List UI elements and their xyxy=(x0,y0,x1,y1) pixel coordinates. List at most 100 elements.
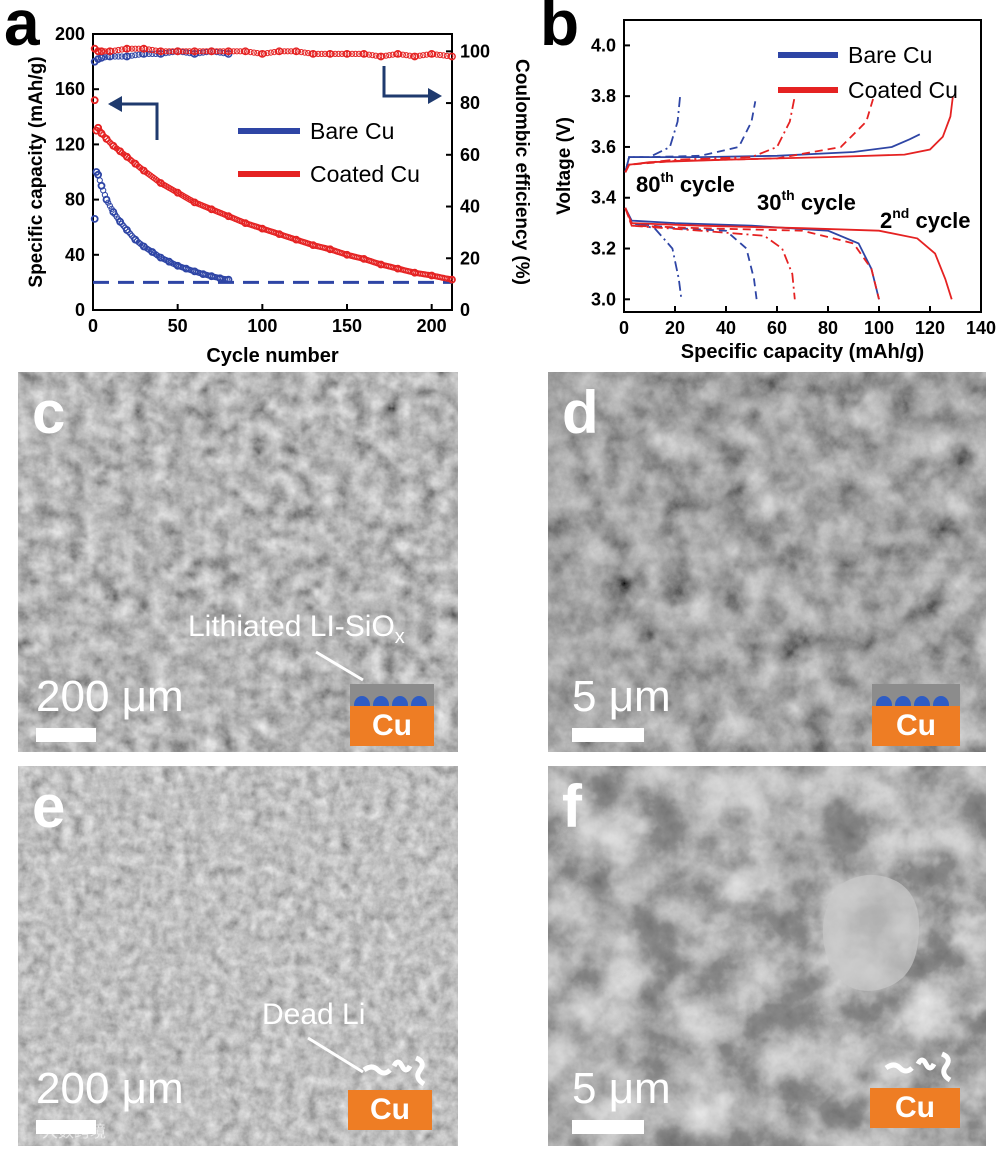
data-point-capacity-bare xyxy=(199,270,208,278)
data-point-capacity-coated xyxy=(258,224,267,233)
marker-efficiency-coated xyxy=(237,48,244,55)
scale-bar-d xyxy=(572,728,644,742)
lithiated-annotation: Lithiated LI-SiOx xyxy=(188,610,405,649)
cu-substrate-e: Cu xyxy=(348,1090,432,1130)
data-point-capacity-coated xyxy=(207,205,216,214)
data-point-efficiency-coated xyxy=(448,52,456,61)
y-tick-label-b: 3.2 xyxy=(591,239,616,259)
data-point-efficiency-coated xyxy=(97,47,106,56)
data-point-efficiency-coated xyxy=(292,47,301,56)
data-point-capacity-coated xyxy=(292,235,301,244)
cu-substrate-d: Cu xyxy=(872,706,960,746)
data-point-capacity-bare xyxy=(109,208,118,216)
arrow-right-axis xyxy=(382,66,430,98)
scale-label-c: 200 μm xyxy=(36,672,184,721)
data-point-efficiency-coated xyxy=(343,50,351,58)
cycle-annotation-30th: 30th cycle xyxy=(757,187,856,215)
lithiated-annotation-text: Lithiated LI-SiO xyxy=(188,610,395,643)
data-point-capacity-coated xyxy=(448,275,456,284)
y-tick-label-a: 40 xyxy=(65,245,85,265)
sem-panel-e: e Dead Li Cu 200 μm 大数跨境 xyxy=(18,766,458,1146)
marker-efficiency-coated xyxy=(284,48,291,55)
y-tick-label-a: 160 xyxy=(55,79,85,99)
marker-efficiency-coated xyxy=(115,46,122,54)
y2-tick-label-a: 0 xyxy=(460,300,470,320)
data-point-capacity-coated xyxy=(343,250,351,259)
data-point-capacity-coated xyxy=(116,147,125,156)
cycle-annotation-2nd: 2nd cycle xyxy=(880,205,971,233)
data-point-capacity-coated xyxy=(102,134,111,143)
lithiated-annotation-subscript: x xyxy=(394,626,405,648)
data-point-efficiency-coated xyxy=(207,47,216,56)
watermark: 大数跨境 xyxy=(42,1122,107,1141)
discharge-curve-coated-30th xyxy=(624,207,880,300)
x-tick-label-a: 100 xyxy=(247,316,277,336)
marker-efficiency-coated xyxy=(386,52,393,59)
marker-efficiency-coated xyxy=(437,51,444,59)
data-point-efficiency-coated xyxy=(123,44,131,53)
marker-efficiency-coated xyxy=(355,50,362,58)
data-point-efficiency-coated xyxy=(326,50,334,58)
data-point-capacity-coated xyxy=(410,268,419,277)
marker-efficiency-coated xyxy=(321,50,329,58)
data-point-capacity-coated xyxy=(97,129,106,138)
scale-label-f: 5 μm xyxy=(572,1064,671,1113)
data-point-capacity-bare xyxy=(148,248,157,256)
scale-label-d: 5 μm xyxy=(572,672,671,721)
marker-efficiency-coated xyxy=(318,50,325,58)
marker-efficiency-coated xyxy=(200,48,207,55)
y-tick-label-a: 200 xyxy=(55,24,85,44)
marker-efficiency-coated xyxy=(305,50,312,57)
data-point-capacity-bare xyxy=(116,217,125,226)
data-point-efficiency-coated xyxy=(94,47,103,56)
legend-label-coated-a: Coated Cu xyxy=(310,161,420,187)
panel-d-letter: d xyxy=(562,379,599,446)
y2-tick-label-a: 80 xyxy=(460,93,480,113)
marker-efficiency-coated xyxy=(250,49,257,56)
x-tick-label-b: 40 xyxy=(716,318,736,338)
data-point-efficiency-coated xyxy=(393,50,402,58)
data-point-capacity-coated xyxy=(173,188,182,197)
panel-a-letter: a xyxy=(4,0,40,59)
marker-efficiency-coated xyxy=(213,48,220,55)
sem-texture-f xyxy=(548,766,986,1146)
data-point-capacity-bare xyxy=(190,267,199,276)
panel-e-letter: e xyxy=(32,773,66,840)
marker-efficiency-coated xyxy=(315,50,322,58)
marker-efficiency-coated xyxy=(369,52,376,59)
x-axis-label-b: Specific capacity (mAh/g) xyxy=(681,341,924,363)
marker-efficiency-coated xyxy=(183,48,190,55)
marker-efficiency-coated xyxy=(233,48,240,55)
marker-efficiency-coated xyxy=(267,49,274,56)
y-tick-label-b: 4.0 xyxy=(591,35,616,55)
data-point-capacity-coated xyxy=(359,254,368,263)
chart-a: 0 50 100 150 200 0 40 80 120 160 200 0 20 40 60 80 100 Cy… xyxy=(26,24,532,367)
marker-efficiency-bare xyxy=(132,52,139,59)
y-tick-label-a: 120 xyxy=(55,134,85,154)
data-point-capacity-bare xyxy=(90,214,99,223)
marker-efficiency-coated xyxy=(230,48,237,55)
marker-efficiency-coated xyxy=(281,48,288,55)
data-point-efficiency-coated xyxy=(139,44,148,53)
y2-tick-label-a: 100 xyxy=(460,41,490,61)
marker-efficiency-coated xyxy=(152,47,159,54)
x-tick-label-a: 50 xyxy=(168,316,188,336)
marker-efficiency-coated xyxy=(203,48,210,55)
sem-panel-c: c Lithiated LI-SiOx Cu 200 μm xyxy=(18,372,458,752)
data-point-capacity-bare xyxy=(102,195,111,204)
data-point-capacity-coated xyxy=(90,96,99,105)
y2-tick-label-a: 40 xyxy=(460,197,480,217)
marker-efficiency-bare xyxy=(128,52,135,59)
y-tick-label-a: 80 xyxy=(65,190,85,210)
x-tick-label-b: 120 xyxy=(915,318,945,338)
marker-efficiency-coated xyxy=(349,50,356,58)
chart-b: 0 20 40 60 80 100 120 140 3.0 3.2 3.4 3.6 3.8 4.0 Spec… xyxy=(554,19,996,363)
x-axis-label-a: Cycle number xyxy=(206,345,338,367)
x-tick-label-a: 150 xyxy=(332,316,362,336)
marker-efficiency-coated xyxy=(101,48,109,55)
plot-frame-b xyxy=(623,19,982,313)
data-point-capacity-bare xyxy=(97,181,106,190)
arrow-right-axis-head xyxy=(428,88,442,104)
charge-curve-bare-2nd xyxy=(624,133,921,173)
marker-efficiency-bare xyxy=(118,53,125,60)
